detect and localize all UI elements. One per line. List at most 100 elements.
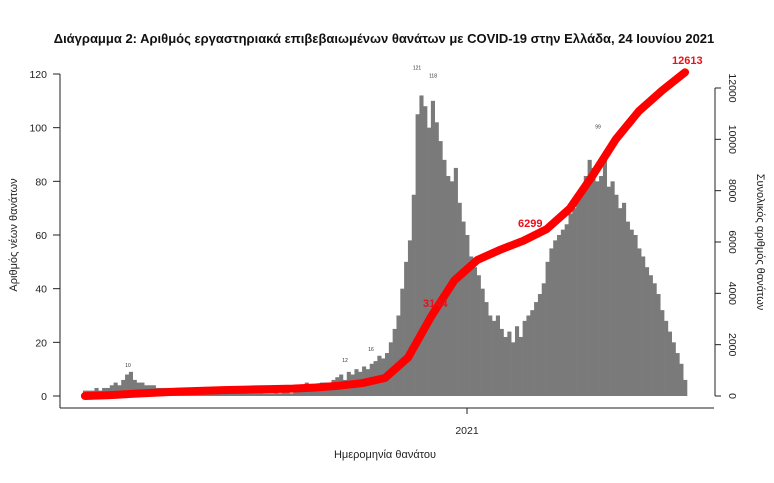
bar bbox=[113, 382, 118, 396]
left-axis-ticks: 0 20 40 60 80 100 120 bbox=[29, 69, 60, 403]
bar bbox=[411, 194, 416, 396]
bar bbox=[434, 122, 439, 397]
cumulative-label-2: 6299 bbox=[518, 218, 542, 230]
bar bbox=[396, 315, 401, 396]
bar bbox=[602, 154, 608, 396]
bar bbox=[404, 261, 409, 396]
peak-label: 16 bbox=[368, 347, 374, 353]
bar bbox=[679, 363, 684, 396]
bar bbox=[469, 256, 474, 396]
bar bbox=[484, 302, 489, 396]
y2-axis-label: Συνολικός αριθμός θανάτων bbox=[754, 174, 766, 311]
bar bbox=[293, 390, 298, 396]
bar bbox=[109, 385, 114, 396]
bar bbox=[457, 202, 462, 396]
bar bbox=[224, 393, 229, 396]
cumulative-label-3: 12613 bbox=[672, 55, 703, 67]
bar bbox=[262, 393, 267, 396]
bar bbox=[622, 202, 627, 396]
bar bbox=[568, 213, 573, 396]
bar bbox=[683, 379, 688, 396]
bar bbox=[564, 224, 569, 396]
bar bbox=[312, 387, 317, 396]
bar bbox=[511, 342, 516, 396]
bar bbox=[125, 374, 130, 396]
bar bbox=[664, 320, 669, 396]
bar bbox=[285, 390, 290, 396]
bar bbox=[140, 382, 145, 396]
bar bbox=[526, 315, 531, 396]
peak-label: 10 bbox=[125, 363, 131, 369]
bar bbox=[492, 320, 497, 396]
bar bbox=[675, 353, 680, 396]
peak-labels: 121 118 99 10 12 16 bbox=[125, 65, 601, 369]
y2-tick-label: 2000 bbox=[726, 333, 738, 357]
bar bbox=[255, 393, 260, 396]
bar bbox=[587, 159, 592, 396]
bar bbox=[476, 275, 481, 396]
y-tick-label: 60 bbox=[35, 230, 47, 242]
bar bbox=[644, 267, 650, 396]
y-tick-label: 120 bbox=[29, 69, 47, 81]
x-axis-label: Ημερομηνία θανάτου bbox=[334, 449, 436, 461]
bar bbox=[442, 159, 447, 396]
bar bbox=[235, 393, 241, 396]
y-tick-label: 40 bbox=[35, 284, 47, 296]
bar bbox=[557, 235, 562, 396]
bar bbox=[595, 181, 600, 396]
bar bbox=[136, 382, 141, 396]
bar bbox=[289, 393, 294, 396]
y2-tick-label: 8000 bbox=[726, 179, 738, 203]
bar bbox=[266, 393, 271, 396]
bar bbox=[407, 240, 413, 396]
bar bbox=[128, 371, 133, 396]
bar bbox=[583, 175, 588, 396]
bar bbox=[537, 294, 543, 396]
bar bbox=[553, 240, 558, 396]
bar bbox=[625, 221, 630, 396]
bar bbox=[591, 167, 596, 396]
bar bbox=[518, 336, 523, 396]
peak-label: 99 bbox=[595, 124, 601, 130]
bar bbox=[461, 221, 466, 396]
y-tick-label: 100 bbox=[29, 123, 47, 135]
bar bbox=[400, 288, 405, 396]
cumulative-label-1: 3144 bbox=[423, 298, 448, 310]
y-tick-label: 0 bbox=[41, 391, 47, 403]
bar bbox=[545, 261, 550, 396]
bar bbox=[239, 393, 244, 396]
bar bbox=[614, 194, 619, 396]
bar bbox=[641, 256, 646, 396]
bar bbox=[392, 328, 397, 396]
bar bbox=[327, 385, 332, 396]
bar bbox=[277, 393, 283, 396]
y-tick-label: 20 bbox=[35, 337, 47, 349]
bar bbox=[503, 336, 508, 396]
bar bbox=[656, 294, 661, 396]
bar bbox=[629, 229, 634, 396]
bar bbox=[251, 393, 256, 396]
peak-label: 12 bbox=[342, 358, 348, 364]
bar bbox=[560, 229, 565, 396]
bar bbox=[465, 235, 470, 396]
right-axis-ticks: 0 2000 4000 6000 8000 10000 12000 bbox=[715, 73, 738, 399]
bar bbox=[633, 235, 638, 396]
bar bbox=[660, 310, 665, 396]
bar bbox=[652, 283, 657, 396]
bar bbox=[507, 331, 512, 396]
bar bbox=[281, 390, 286, 396]
bar bbox=[637, 248, 642, 396]
peak-label: 121 bbox=[413, 65, 422, 71]
bar bbox=[438, 141, 443, 396]
peak-label: 118 bbox=[429, 73, 437, 79]
bar bbox=[488, 315, 493, 396]
y-axis-label: Αριθμός νέων θανάτων bbox=[8, 178, 20, 292]
bar bbox=[297, 390, 302, 396]
bar bbox=[610, 181, 615, 396]
bar bbox=[576, 197, 581, 396]
bar bbox=[228, 393, 233, 396]
bar bbox=[423, 106, 428, 396]
y2-tick-label: 12000 bbox=[726, 73, 738, 102]
bar bbox=[419, 95, 424, 396]
